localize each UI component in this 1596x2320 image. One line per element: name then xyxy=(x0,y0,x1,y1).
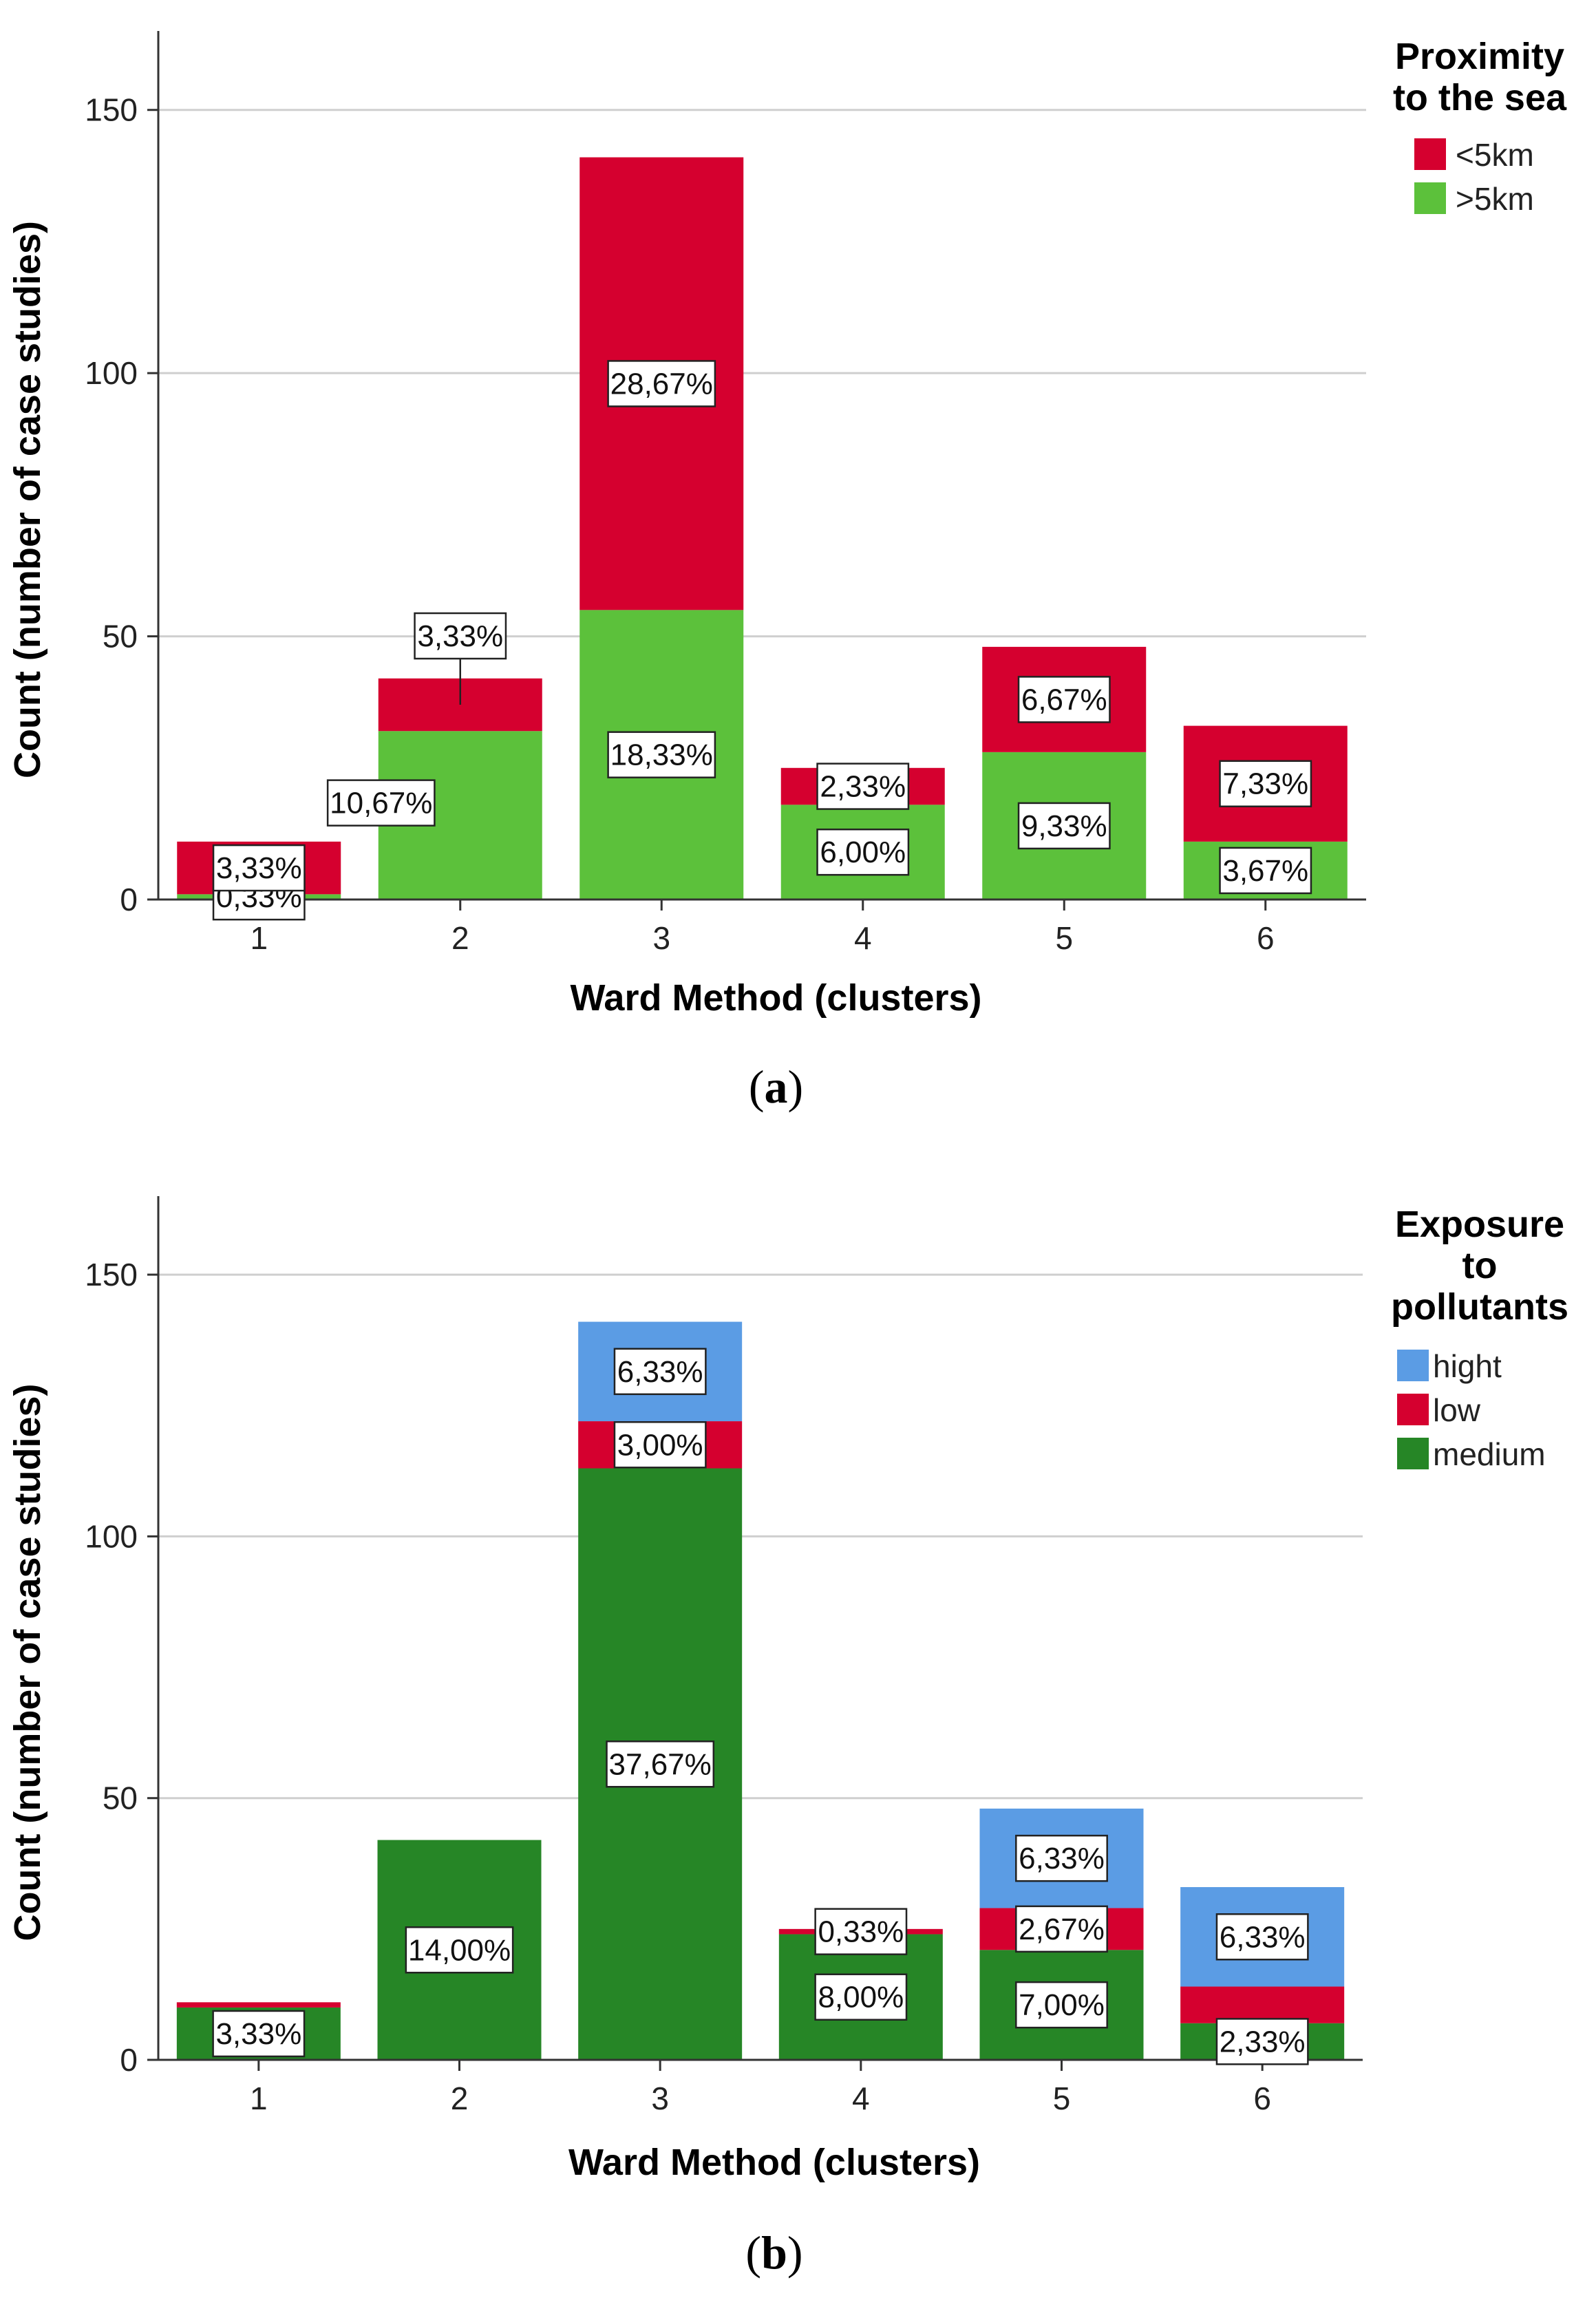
y-tick-label: 50 xyxy=(103,1780,138,1816)
x-tick-label: 4 xyxy=(854,920,872,956)
bar-low-6 xyxy=(1180,1986,1345,2023)
x-tick-label: 6 xyxy=(1257,920,1275,956)
data-label-box xyxy=(606,1741,715,1788)
data-label: 6,67% xyxy=(1021,683,1107,716)
data-label: 2,33% xyxy=(820,770,906,804)
legend-label-hight: hight xyxy=(1433,1348,1502,1384)
y-axis-title: Count (number of case studies) xyxy=(7,1383,48,1941)
y-tick-label: 100 xyxy=(85,1518,138,1554)
data-label: 3,67% xyxy=(1222,854,1308,888)
legend-label-<5km: <5km xyxy=(1456,137,1534,173)
y-tick-label: 100 xyxy=(85,355,138,391)
data-label: 37,67% xyxy=(609,1747,712,1781)
legend-title-line: Proximity xyxy=(1395,36,1564,77)
data-label: 7,00% xyxy=(1019,1988,1105,2022)
x-axis-title: Ward Method (clusters) xyxy=(568,2142,980,2183)
data-label-box xyxy=(816,763,910,810)
legend-title-line: to the sea xyxy=(1393,77,1567,118)
data-label-box xyxy=(1219,760,1312,807)
data-label-box xyxy=(1219,847,1312,895)
y-axis-title: Count (number of case studies) xyxy=(7,221,48,778)
legend-swatch-low xyxy=(1397,1394,1429,1425)
data-label: 6,33% xyxy=(1220,1920,1306,1954)
legend-swatch->5km xyxy=(1414,182,1446,214)
y-tick-label: 150 xyxy=(85,92,138,128)
data-label: 7,33% xyxy=(1222,767,1308,801)
data-label: 3,33% xyxy=(216,851,302,885)
x-tick-label: 2 xyxy=(451,2080,469,2116)
data-label: 9,33% xyxy=(1021,809,1107,843)
legend-swatch-hight xyxy=(1397,1350,1429,1381)
data-label-box xyxy=(414,612,507,660)
legend-label-low: low xyxy=(1433,1392,1481,1428)
x-tick-label: 3 xyxy=(652,920,670,956)
x-tick-label: 4 xyxy=(852,2080,870,2116)
legend-title-line: pollutants xyxy=(1391,1286,1568,1328)
x-tick-label: 1 xyxy=(250,920,268,956)
x-tick-label: 1 xyxy=(250,2080,268,2116)
data-label-box xyxy=(1015,1905,1108,1953)
chart-b: 0 50 100 150 1 2 3 4 5 6 3,33% 14,00% 37,67% 3,00% 6,3… xyxy=(7,1196,1568,2279)
data-label-box xyxy=(1015,1981,1108,2029)
bar-low-1 xyxy=(176,2002,341,2008)
x-tick-label: 5 xyxy=(1055,920,1073,956)
data-label-box xyxy=(1215,1913,1309,1961)
data-label-box xyxy=(814,1908,908,1955)
y-tick-label: 150 xyxy=(85,1257,138,1292)
data-label: 18,33% xyxy=(610,738,713,772)
legend-label-medium: medium xyxy=(1433,1436,1546,1472)
x-tick-label: 3 xyxy=(651,2080,669,2116)
data-label: 2,67% xyxy=(1019,1913,1105,1946)
x-tick-label: 2 xyxy=(451,920,469,956)
figure-caption: (a) xyxy=(749,1061,803,1113)
data-label-box xyxy=(1015,1834,1108,1882)
data-label-box xyxy=(1215,2018,1309,2065)
x-tick-label: 5 xyxy=(1053,2080,1071,2116)
data-label-box xyxy=(814,1973,908,2021)
x-axis-title: Ward Method (clusters) xyxy=(570,977,981,1019)
y-tick-label: 0 xyxy=(120,2042,138,2078)
data-label: 2,33% xyxy=(1220,2025,1306,2058)
data-label: 3,00% xyxy=(617,1428,703,1462)
data-label-box xyxy=(1017,676,1111,723)
data-label-box xyxy=(212,844,306,892)
data-label-box xyxy=(212,2010,306,2058)
data-label: 10,67% xyxy=(330,787,432,820)
legend-title-line: Exposure xyxy=(1395,1204,1564,1245)
data-label-box xyxy=(607,731,716,778)
data-label: 6,33% xyxy=(1019,1842,1105,1875)
y-tick-label: 0 xyxy=(120,882,138,917)
data-label-box xyxy=(816,828,910,876)
data-label: 6,33% xyxy=(617,1355,703,1389)
data-label: 6,00% xyxy=(820,836,906,869)
data-label: 3,33% xyxy=(215,2017,301,2051)
data-label-box xyxy=(607,360,716,407)
legend-swatch-<5km xyxy=(1414,138,1446,170)
data-label-box xyxy=(613,1348,707,1396)
legend-swatch-medium xyxy=(1397,1438,1429,1469)
data-label: 0,33% xyxy=(818,1915,904,1949)
data-label-box xyxy=(1017,802,1111,850)
data-label-box xyxy=(405,1926,514,1974)
data-label: 28,67% xyxy=(610,367,713,401)
data-label: 3,33% xyxy=(417,619,503,653)
figure-caption: (b) xyxy=(745,2226,802,2279)
data-label: 14,00% xyxy=(408,1933,511,1967)
legend-label->5km: >5km xyxy=(1456,181,1534,217)
data-label: 8,00% xyxy=(818,1981,904,2014)
x-tick-label: 6 xyxy=(1253,2080,1271,2116)
data-label-box xyxy=(326,779,436,827)
y-tick-label: 50 xyxy=(103,619,138,655)
data-label-box xyxy=(613,1421,707,1469)
legend-title-line: to xyxy=(1462,1245,1498,1286)
